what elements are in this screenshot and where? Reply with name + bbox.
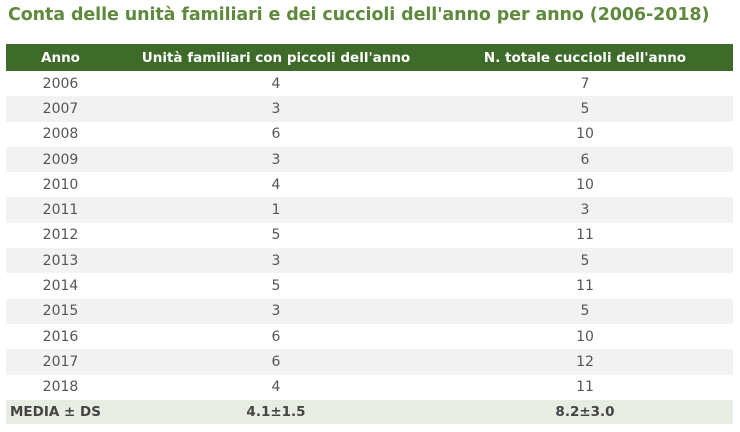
summary-row: MEDIA ± DS 4.1±1.5 8.2±3.0	[6, 399, 733, 424]
cell-total-cubs: 10	[437, 172, 733, 198]
cell-year: 2014	[6, 273, 115, 299]
table-row: 2009 3 6	[6, 146, 733, 173]
table-row: 2015 3 5	[6, 298, 733, 324]
cell-family-units: 5	[115, 273, 437, 299]
cell-year: 2009	[6, 146, 115, 173]
table-row: 2008 6 10	[6, 121, 733, 147]
cell-family-units: 3	[115, 298, 437, 324]
cell-total-cubs: 5	[437, 298, 733, 324]
cell-year: 2017	[6, 349, 115, 375]
cell-family-units: 5	[115, 222, 437, 249]
cell-total-cubs: 6	[437, 146, 733, 173]
table-row: 2010 4 10	[6, 172, 733, 198]
cell-family-units: 6	[115, 121, 437, 147]
header-family-units: Unità familiari con piccoli dell'anno	[115, 44, 437, 71]
table-footer: MEDIA ± DS 4.1±1.5 8.2±3.0	[6, 399, 733, 424]
table-header: Anno Unità familiari con piccoli dell'an…	[6, 44, 733, 71]
header-row: Anno Unità familiari con piccoli dell'an…	[6, 44, 733, 71]
page-title: Conta delle unità familiari e dei cuccio…	[8, 5, 710, 25]
cell-total-cubs: 10	[437, 121, 733, 147]
header-total-cubs: N. totale cuccioli dell'anno	[437, 44, 733, 71]
cell-year: 2016	[6, 323, 115, 350]
cell-year: 2007	[6, 96, 115, 122]
cell-year: 2018	[6, 374, 115, 400]
cell-family-units: 4	[115, 71, 437, 97]
cell-family-units: 4	[115, 172, 437, 198]
table-row: 2017 6 12	[6, 349, 733, 375]
cell-year: 2008	[6, 121, 115, 147]
cell-family-units: 3	[115, 248, 437, 274]
table-row: 2006 4 7	[6, 71, 733, 97]
cell-total-cubs: 10	[437, 323, 733, 350]
table-row: 2012 5 11	[6, 222, 733, 249]
cell-total-cubs: 11	[437, 273, 733, 299]
cell-year: 2010	[6, 172, 115, 198]
summary-total-cubs: 8.2±3.0	[437, 399, 733, 424]
table-body: 2006 4 7 2007 3 5 2008 6 10 2009 3 6 2010 4 10 2011 1 3 20…	[6, 71, 733, 400]
table-row: 2011 1 3	[6, 197, 733, 223]
cell-year: 2006	[6, 71, 115, 97]
cell-total-cubs: 3	[437, 197, 733, 223]
summary-label: MEDIA ± DS	[6, 399, 115, 424]
table-row: 2007 3 5	[6, 96, 733, 122]
cell-year: 2012	[6, 222, 115, 249]
cell-year: 2011	[6, 197, 115, 223]
summary-family-units: 4.1±1.5	[115, 399, 437, 424]
cell-year: 2013	[6, 248, 115, 274]
cell-total-cubs: 5	[437, 248, 733, 274]
cell-total-cubs: 11	[437, 374, 733, 400]
header-year: Anno	[6, 44, 115, 71]
cell-family-units: 6	[115, 349, 437, 375]
cell-family-units: 6	[115, 323, 437, 350]
cell-total-cubs: 11	[437, 222, 733, 249]
cell-total-cubs: 5	[437, 96, 733, 122]
cell-family-units: 4	[115, 374, 437, 400]
cell-family-units: 3	[115, 96, 437, 122]
cell-year: 2015	[6, 298, 115, 324]
cell-total-cubs: 7	[437, 71, 733, 97]
table-row: 2013 3 5	[6, 248, 733, 274]
data-table: Anno Unità familiari con piccoli dell'an…	[6, 44, 733, 424]
table-row: 2016 6 10	[6, 323, 733, 350]
table-row: 2018 4 11	[6, 374, 733, 400]
cell-total-cubs: 12	[437, 349, 733, 375]
table-row: 2014 5 11	[6, 273, 733, 299]
cell-family-units: 1	[115, 197, 437, 223]
cell-family-units: 3	[115, 146, 437, 173]
